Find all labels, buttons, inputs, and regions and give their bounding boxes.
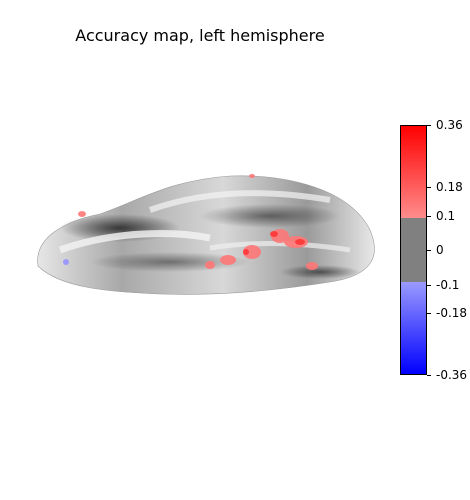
gyrus-highlight: [148, 190, 331, 213]
positive-accuracy-clusters: [78, 174, 318, 270]
colorbar-tick: [427, 375, 431, 376]
figure-title: Accuracy map, left hemisphere: [75, 26, 325, 45]
colorbar-tick-label: 0.36: [436, 118, 463, 132]
colorbar-tick: [427, 125, 431, 126]
colorbar-tick-label: -0.18: [436, 306, 468, 320]
colorbar: [400, 125, 427, 375]
colorbar-tick-label: 0.18: [436, 180, 463, 194]
colorbar-tick-label: -0.36: [436, 368, 468, 382]
gyrus-highlight: [209, 241, 351, 253]
colorbar-tick-label: -0.1: [436, 278, 460, 292]
colorbar-tick: [427, 285, 431, 286]
inflated-brain-surface: [37, 174, 375, 295]
positive-accuracy-peaks: [243, 231, 305, 255]
colorbar-tick-label: 0: [436, 243, 444, 257]
gyrus-highlight: [58, 230, 211, 254]
colorbar-tick-label: 0.1: [436, 209, 456, 223]
colorbar-tick: [427, 216, 431, 217]
colorbar-tick: [427, 313, 431, 314]
colorbar-tick: [427, 250, 431, 251]
sulcus-shadow: [200, 204, 340, 228]
sulcus-shadow: [280, 265, 360, 279]
colorbar-tick: [427, 187, 431, 188]
negative-accuracy-cluster: [63, 259, 69, 265]
